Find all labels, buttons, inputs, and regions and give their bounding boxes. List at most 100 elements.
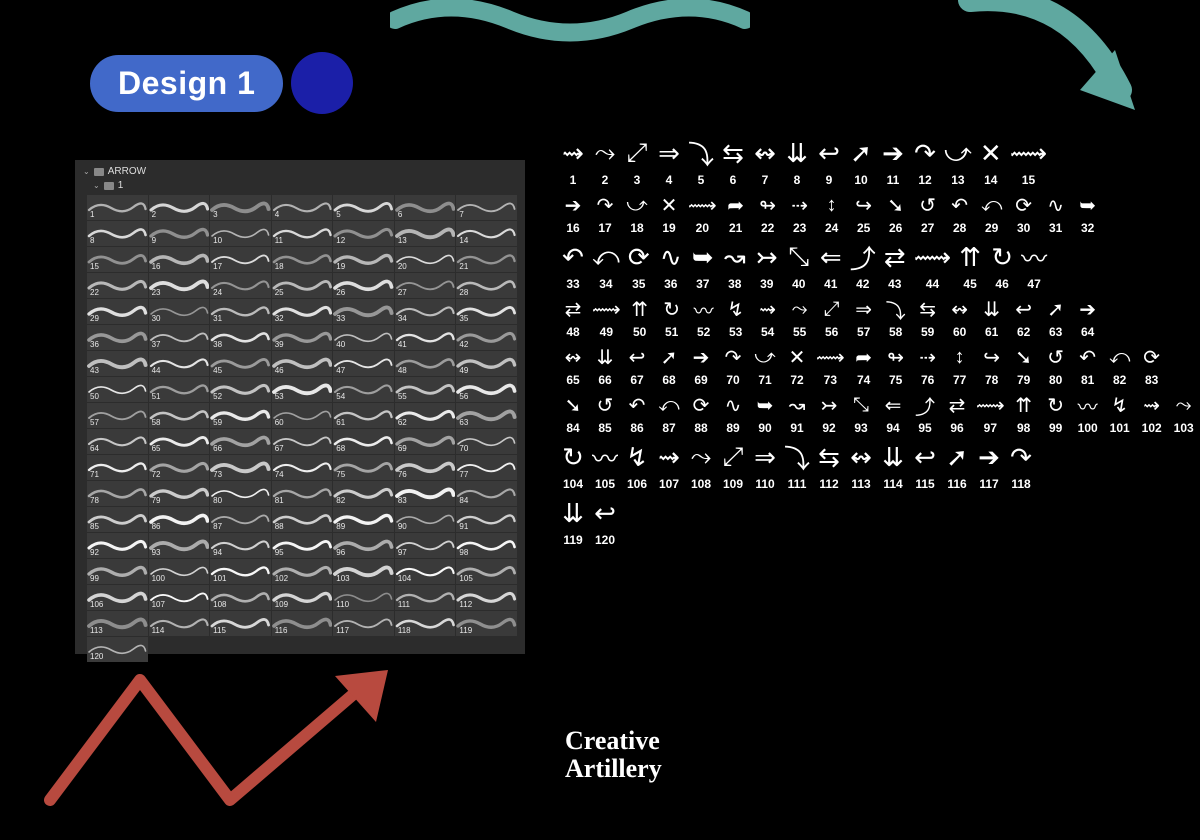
brush-swatch[interactable]: 13 xyxy=(395,221,456,246)
brush-swatch[interactable]: 68 xyxy=(333,429,394,454)
brush-swatch[interactable]: 38 xyxy=(210,325,271,350)
brush-swatch[interactable]: 27 xyxy=(395,273,456,298)
brush-swatch[interactable]: 31 xyxy=(210,299,271,324)
brush-swatch[interactable]: 46 xyxy=(272,351,333,376)
brush-swatch[interactable]: 102 xyxy=(272,559,333,584)
brush-swatch[interactable]: 70 xyxy=(456,429,517,454)
brush-swatch[interactable]: 8 xyxy=(87,221,148,246)
brush-swatch[interactable]: 54 xyxy=(333,377,394,402)
brush-swatch[interactable]: 44 xyxy=(149,351,210,376)
brush-swatch[interactable]: 26 xyxy=(333,273,394,298)
brush-swatch[interactable]: 90 xyxy=(395,507,456,532)
brush-swatch[interactable]: 99 xyxy=(87,559,148,584)
brush-swatch[interactable]: 93 xyxy=(149,533,210,558)
brush-swatch[interactable]: 52 xyxy=(210,377,271,402)
brush-swatch[interactable]: 12 xyxy=(333,221,394,246)
brush-swatch[interactable]: 33 xyxy=(333,299,394,324)
brush-swatch[interactable]: 56 xyxy=(456,377,517,402)
brush-swatch[interactable]: 74 xyxy=(272,455,333,480)
brush-swatch[interactable]: 92 xyxy=(87,533,148,558)
brush-swatch[interactable]: 55 xyxy=(395,377,456,402)
brush-swatch[interactable]: 73 xyxy=(210,455,271,480)
brush-swatch[interactable]: 65 xyxy=(149,429,210,454)
brush-swatch[interactable]: 111 xyxy=(395,585,456,610)
brush-swatch[interactable]: 21 xyxy=(456,247,517,272)
brush-swatch[interactable]: 91 xyxy=(456,507,517,532)
brush-swatch[interactable]: 118 xyxy=(395,611,456,636)
brush-swatch[interactable]: 60 xyxy=(272,403,333,428)
brush-swatch[interactable]: 94 xyxy=(210,533,271,558)
brush-swatch[interactable]: 7 xyxy=(456,195,517,220)
brush-swatch[interactable]: 42 xyxy=(456,325,517,350)
brush-swatch[interactable]: 110 xyxy=(333,585,394,610)
brush-swatch[interactable]: 57 xyxy=(87,403,148,428)
brush-swatch[interactable]: 39 xyxy=(272,325,333,350)
brush-swatch[interactable]: 19 xyxy=(333,247,394,272)
brush-swatch[interactable]: 15 xyxy=(87,247,148,272)
brush-swatch[interactable]: 24 xyxy=(210,273,271,298)
brush-swatch[interactable]: 1 xyxy=(87,195,148,220)
brush-swatch[interactable]: 4 xyxy=(272,195,333,220)
brush-swatch[interactable]: 17 xyxy=(210,247,271,272)
brush-swatch[interactable]: 84 xyxy=(456,481,517,506)
brush-swatch[interactable]: 66 xyxy=(210,429,271,454)
brush-swatch[interactable]: 48 xyxy=(395,351,456,376)
brush-swatch[interactable]: 109 xyxy=(272,585,333,610)
brush-swatch[interactable]: 97 xyxy=(395,533,456,558)
brush-swatch[interactable]: 105 xyxy=(456,559,517,584)
brush-swatch[interactable]: 88 xyxy=(272,507,333,532)
brush-swatch[interactable]: 115 xyxy=(210,611,271,636)
brush-swatch[interactable]: 53 xyxy=(272,377,333,402)
brush-swatch[interactable]: 81 xyxy=(272,481,333,506)
brush-swatch[interactable]: 83 xyxy=(395,481,456,506)
brush-swatch[interactable]: 22 xyxy=(87,273,148,298)
brush-swatch[interactable]: 80 xyxy=(210,481,271,506)
brush-swatch[interactable]: 18 xyxy=(272,247,333,272)
brush-swatch[interactable]: 86 xyxy=(149,507,210,532)
brush-swatch[interactable]: 120 xyxy=(87,637,148,662)
brush-swatch[interactable]: 20 xyxy=(395,247,456,272)
brush-swatch[interactable]: 64 xyxy=(87,429,148,454)
brush-swatch[interactable]: 49 xyxy=(456,351,517,376)
brush-swatch[interactable]: 103 xyxy=(333,559,394,584)
brush-swatch[interactable]: 117 xyxy=(333,611,394,636)
brush-swatch[interactable]: 11 xyxy=(272,221,333,246)
brush-swatch[interactable]: 82 xyxy=(333,481,394,506)
brush-swatch[interactable]: 37 xyxy=(149,325,210,350)
brush-swatch[interactable]: 119 xyxy=(456,611,517,636)
brush-swatch[interactable]: 71 xyxy=(87,455,148,480)
brush-swatch[interactable]: 25 xyxy=(272,273,333,298)
brush-swatch[interactable]: 113 xyxy=(87,611,148,636)
brush-swatch[interactable]: 100 xyxy=(149,559,210,584)
brush-swatch[interactable]: 6 xyxy=(395,195,456,220)
brush-swatch[interactable]: 72 xyxy=(149,455,210,480)
brush-swatch[interactable]: 34 xyxy=(395,299,456,324)
brush-swatch[interactable]: 63 xyxy=(456,403,517,428)
brush-swatch[interactable]: 69 xyxy=(395,429,456,454)
brush-swatch[interactable]: 61 xyxy=(333,403,394,428)
brush-swatch[interactable]: 101 xyxy=(210,559,271,584)
brush-swatch[interactable]: 95 xyxy=(272,533,333,558)
brush-swatch[interactable]: 67 xyxy=(272,429,333,454)
brush-swatch[interactable]: 89 xyxy=(333,507,394,532)
brush-swatch[interactable]: 76 xyxy=(395,455,456,480)
brush-swatch[interactable]: 51 xyxy=(149,377,210,402)
brush-swatch[interactable]: 79 xyxy=(149,481,210,506)
brush-swatch[interactable]: 40 xyxy=(333,325,394,350)
brush-swatch[interactable]: 108 xyxy=(210,585,271,610)
brush-swatch[interactable]: 41 xyxy=(395,325,456,350)
brush-swatch[interactable]: 10 xyxy=(210,221,271,246)
brush-swatch[interactable]: 62 xyxy=(395,403,456,428)
brush-swatch[interactable]: 47 xyxy=(333,351,394,376)
brush-swatch[interactable]: 78 xyxy=(87,481,148,506)
brush-swatch[interactable]: 45 xyxy=(210,351,271,376)
brush-swatch[interactable]: 107 xyxy=(149,585,210,610)
brush-swatch[interactable]: 85 xyxy=(87,507,148,532)
brush-swatch[interactable]: 5 xyxy=(333,195,394,220)
brush-swatch[interactable]: 112 xyxy=(456,585,517,610)
brush-swatch[interactable]: 28 xyxy=(456,273,517,298)
brush-swatch[interactable]: 35 xyxy=(456,299,517,324)
brush-swatch[interactable]: 50 xyxy=(87,377,148,402)
brush-swatch[interactable]: 23 xyxy=(149,273,210,298)
brush-swatch[interactable]: 96 xyxy=(333,533,394,558)
